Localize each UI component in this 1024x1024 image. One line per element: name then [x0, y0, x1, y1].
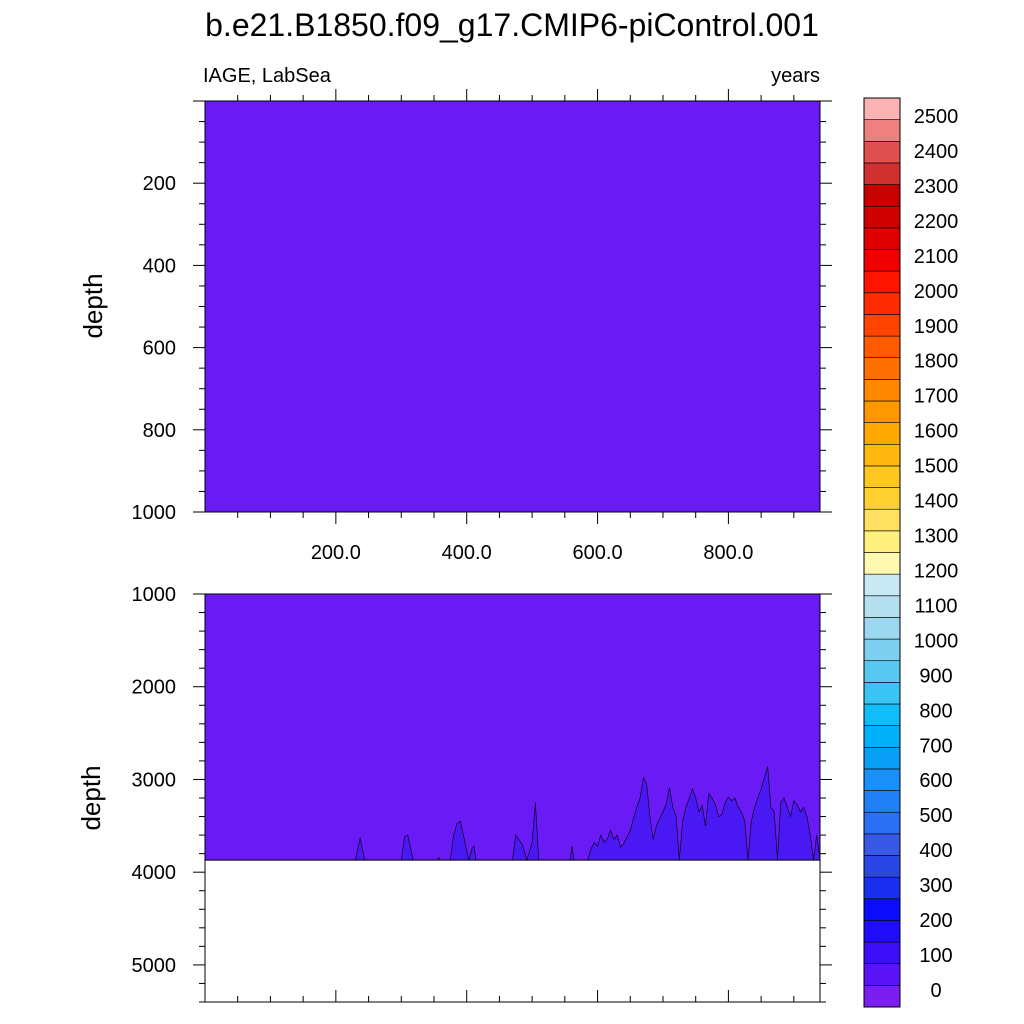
colorbar-swatch — [863, 227, 901, 250]
colorbar-label: 1100 — [914, 595, 957, 617]
colorbar-swatch — [863, 292, 901, 315]
colorbar-label: 1200 — [914, 561, 959, 583]
upper-x-tick-label: 800.0 — [703, 542, 753, 564]
colorbar-label: 1600 — [914, 421, 959, 443]
colorbar-swatch — [863, 746, 901, 770]
colorbar-swatch — [863, 184, 901, 207]
upper-x-tick-label: 600.0 — [573, 542, 623, 564]
lower-panel: 1000 2000 3000 4000 5000 — [132, 584, 832, 1003]
colorbar-label: 1500 — [914, 456, 959, 478]
colorbar-label: 2100 — [914, 246, 959, 268]
colorbar-label: 700 — [919, 735, 952, 757]
colorbar-swatch — [863, 465, 901, 488]
chart-title: b.e21.B1850.f09_g17.CMIP6-piControl.001 — [205, 7, 819, 43]
colorbar-swatch — [863, 595, 901, 618]
upper-y-tick-label: 600 — [143, 338, 176, 360]
colorbar-swatch — [863, 725, 901, 748]
colorbar-label: 1700 — [914, 386, 959, 408]
colorbar-swatch — [863, 941, 901, 965]
colorbar-swatch — [863, 898, 901, 921]
lower-y-tick-label: 5000 — [132, 955, 177, 977]
colorbar-swatch — [863, 530, 901, 553]
colorbar-swatch — [863, 790, 901, 813]
upper-frame — [204, 100, 821, 513]
colorbar-label: 500 — [919, 805, 952, 827]
deep-contour-line — [205, 766, 821, 862]
colorbar-label: 1800 — [914, 351, 959, 373]
colorbar-label: 2500 — [914, 106, 959, 128]
colorbar-swatch — [863, 422, 901, 445]
colorbar-label: 400 — [919, 840, 952, 862]
colorbar: 0 100 200 300 400 500 600 700 800 900 1000 1100 1200… — [863, 97, 959, 1008]
colorbar-label: 1000 — [914, 630, 959, 652]
colorbar-swatch — [863, 920, 901, 943]
lower-y-tick-label: 1000 — [132, 584, 177, 606]
colorbar-label: 600 — [919, 770, 952, 792]
colorbar-swatch — [863, 855, 901, 878]
lower-y-axis-title: depth — [76, 765, 106, 830]
deep-contour-fill — [205, 766, 820, 861]
colorbar-swatch — [863, 985, 901, 1008]
lower-y-tick-label: 4000 — [132, 862, 177, 884]
colorbar-label: 0 — [930, 980, 941, 1002]
lower-y-tick-label: 3000 — [132, 769, 177, 791]
upper-y-tick-label: 1000 — [132, 502, 177, 524]
colorbar-swatch — [863, 443, 901, 467]
colorbar-swatch — [863, 97, 901, 120]
colorbar-label: 1900 — [914, 316, 959, 338]
colorbar-swatch — [863, 249, 901, 272]
colorbar-label: 1300 — [914, 526, 959, 548]
colorbar-swatch — [863, 660, 901, 683]
upper-y-tick-label: 200 — [143, 173, 176, 195]
colorbar-swatch — [863, 811, 901, 835]
colorbar-label: 2400 — [914, 141, 959, 163]
colorbar-label: 2200 — [914, 211, 959, 233]
colorbar-swatch — [863, 357, 901, 380]
upper-panel: 200 400 600 800 1000 200.0 400.0 600.0 800.0 — [132, 89, 832, 564]
colorbar-label: 900 — [919, 665, 952, 687]
colorbar-swatch — [863, 703, 901, 726]
colorbar-label: 2000 — [914, 281, 959, 303]
upper-fill — [205, 101, 820, 512]
colorbar-swatch — [863, 400, 901, 423]
colorbar-swatch — [863, 487, 901, 510]
colorbar-swatch — [863, 833, 901, 856]
colorbar-swatch — [863, 617, 901, 640]
colorbar-frame — [863, 97, 901, 1008]
colorbar-swatch — [863, 314, 901, 337]
colorbar-swatch — [863, 963, 901, 986]
colorbar-swatch — [863, 270, 901, 294]
colorbar-swatch — [863, 638, 901, 662]
colorbar-swatch — [863, 335, 901, 359]
colorbar-label: 200 — [919, 910, 952, 932]
colorbar-swatch — [863, 768, 901, 791]
colorbar-swatch — [863, 508, 901, 532]
colorbar-swatch — [863, 552, 901, 575]
colorbar-swatch — [863, 205, 901, 229]
colorbar-swatch — [863, 162, 901, 185]
upper-y-tick-label: 400 — [143, 255, 176, 277]
upper-x-tick-label: 400.0 — [442, 542, 492, 564]
colorbar-label: 800 — [919, 700, 952, 722]
colorbar-swatch — [863, 682, 901, 705]
lower-y-tick-label: 2000 — [132, 677, 177, 699]
upper-y-axis-title: depth — [78, 273, 108, 338]
lower-frame — [204, 593, 821, 1003]
colorbar-swatch — [863, 140, 901, 164]
colorbar-label: 1400 — [914, 491, 959, 513]
colorbar-swatch — [863, 119, 901, 142]
colorbar-label: 300 — [919, 875, 952, 897]
colorbar-swatch — [863, 876, 901, 900]
upper-y-tick-label: 800 — [143, 420, 176, 442]
upper-x-tick-label: 200.0 — [311, 542, 361, 564]
colorbar-label: 2300 — [914, 176, 959, 198]
colorbar-label: 100 — [919, 945, 952, 967]
colorbar-swatch — [863, 379, 901, 402]
colorbar-swatch — [863, 573, 901, 597]
right-string: years — [771, 65, 820, 87]
left-string: IAGE, LabSea — [203, 65, 332, 87]
